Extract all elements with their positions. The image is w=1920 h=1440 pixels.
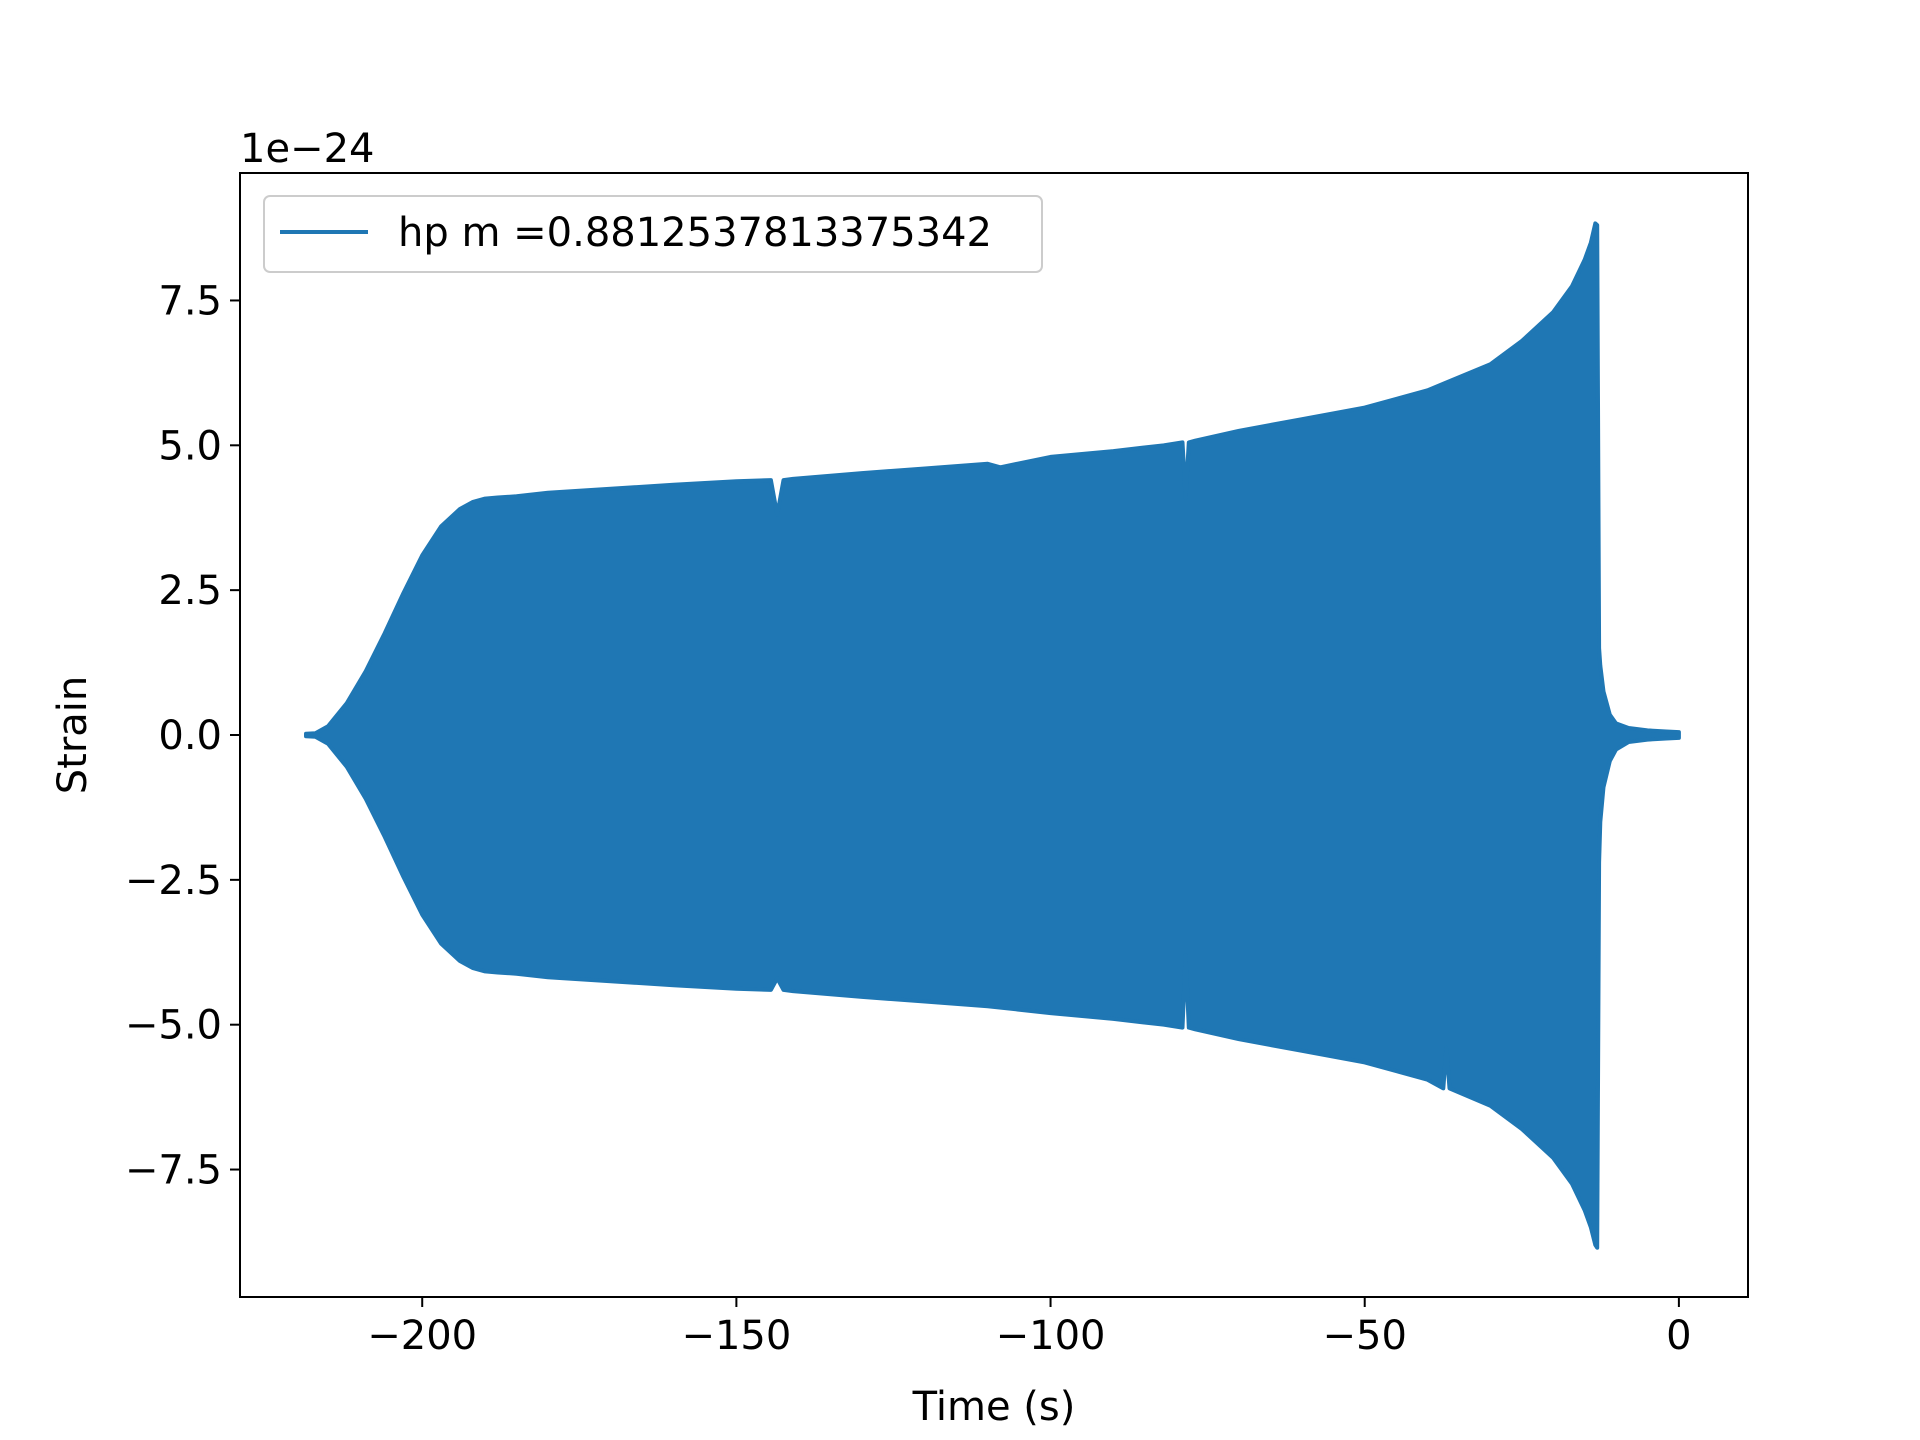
y-tick-label: 7.5 — [158, 278, 222, 324]
y-tick-label: −2.5 — [125, 858, 222, 904]
series-hp-waveform — [304, 221, 1681, 1250]
legend: hp m =0.8812537813375342 — [263, 195, 1043, 273]
y-tick-label: −7.5 — [125, 1148, 222, 1194]
y-tick-label: 0.0 — [158, 713, 222, 759]
y-axis-ticks: −7.5 −5.0 −2.5 0.0 2.5 5.0 7.5 — [125, 278, 240, 1194]
x-axis-label: Time (s) — [912, 1384, 1076, 1430]
legend-label: hp m =0.8812537813375342 — [398, 210, 992, 256]
y-axis-label: Strain — [50, 676, 96, 795]
x-tick-label: −100 — [996, 1313, 1106, 1359]
x-tick-label: −50 — [1323, 1313, 1407, 1359]
legend-box — [263, 195, 1043, 273]
x-tick-label: −150 — [681, 1313, 791, 1359]
y-offset-label: 1e−24 — [240, 126, 374, 172]
x-tick-label: −200 — [367, 1313, 477, 1359]
x-axis-ticks: −200 −150 −100 −50 0 — [367, 1297, 1692, 1359]
x-tick-label: 0 — [1666, 1313, 1691, 1359]
y-tick-label: −5.0 — [125, 1003, 222, 1049]
y-tick-label: 2.5 — [158, 568, 222, 614]
series-layer — [304, 221, 1681, 1250]
y-tick-label: 5.0 — [158, 423, 222, 469]
